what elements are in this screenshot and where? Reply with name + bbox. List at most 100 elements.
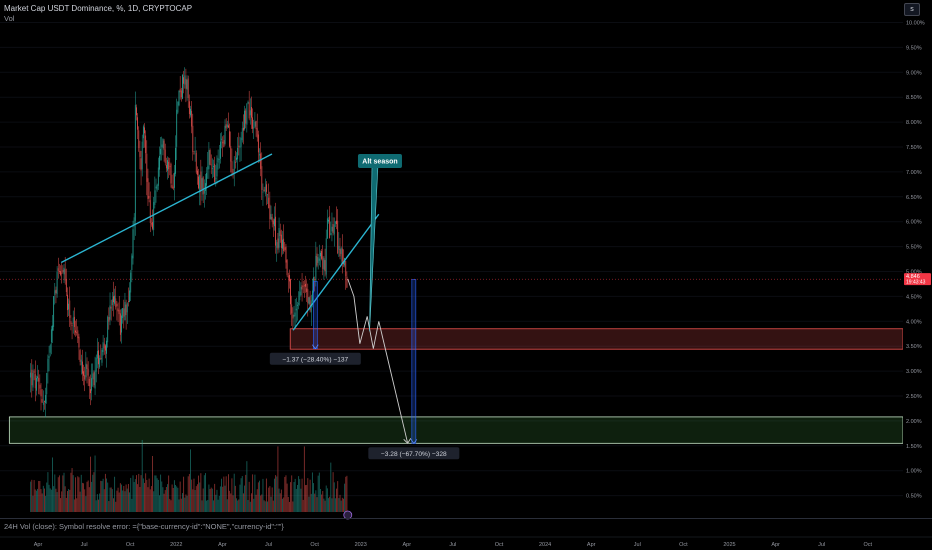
volume-bar	[148, 478, 150, 512]
candle-body	[129, 290, 130, 302]
candle-body	[136, 107, 137, 116]
candle-body	[160, 148, 162, 155]
candle-body	[317, 257, 319, 263]
volume-bar	[263, 500, 265, 512]
volume-bar	[159, 495, 160, 512]
volume-bar	[101, 481, 103, 512]
volume-bar	[340, 500, 342, 512]
candle-body	[37, 376, 38, 379]
candle-body	[218, 159, 220, 160]
candle-body	[118, 309, 120, 315]
volume-bar	[242, 493, 244, 512]
volume-bar	[206, 500, 208, 512]
candle-body	[140, 158, 142, 171]
volume-bar	[52, 457, 53, 512]
x-tick-label: Apr	[218, 542, 227, 548]
volume-bar	[198, 475, 200, 512]
volume-bar	[249, 501, 251, 512]
volume-bar	[201, 500, 203, 512]
candle-body	[38, 377, 40, 382]
trendline	[292, 213, 380, 331]
candle-body	[154, 190, 156, 205]
volume-bar	[64, 486, 66, 512]
volume-bar	[214, 483, 216, 512]
volume-bar	[200, 473, 202, 512]
candle-body	[337, 220, 339, 254]
candle-body	[192, 125, 194, 153]
volume-bar	[140, 475, 142, 512]
x-tick-label: Jul	[449, 542, 456, 548]
scale-button[interactable]: s	[904, 3, 920, 16]
volume-bar	[83, 483, 85, 512]
candle-body	[144, 127, 145, 134]
volume-group	[30, 439, 348, 512]
symbol-title[interactable]: Market Cap USDT Dominance, %, 1D, CRYPTO…	[4, 4, 193, 13]
volume-bar	[286, 483, 288, 512]
candle-body	[268, 197, 270, 208]
candle-body	[298, 303, 300, 305]
candle-body	[99, 357, 101, 368]
candle-body	[244, 110, 245, 130]
volume-bar	[110, 487, 112, 512]
candle-body	[269, 204, 271, 220]
candle-body	[228, 125, 229, 128]
candle-body	[275, 216, 277, 246]
x-tick-label: Jul	[818, 542, 825, 548]
volume-bar	[76, 498, 78, 512]
volume-bar	[209, 489, 211, 512]
candle-body	[137, 117, 139, 130]
volume-bar	[307, 478, 309, 512]
volume-bar	[265, 478, 267, 512]
x-tick-label: Oct	[864, 542, 873, 548]
candle-body	[200, 171, 202, 191]
candle-body	[335, 222, 336, 224]
alt-season-arrow	[369, 164, 379, 332]
volume-bar	[46, 482, 48, 512]
volume-bar	[195, 486, 197, 512]
candle-body	[329, 216, 331, 239]
candle-body	[42, 402, 44, 405]
volume-bar	[226, 499, 228, 512]
pane-separator[interactable]	[0, 518, 932, 519]
candle-body	[293, 315, 295, 317]
volume-bar	[96, 494, 98, 512]
candle-body	[65, 278, 67, 293]
candle-body	[70, 321, 72, 325]
y-tick-label: 1.50%	[906, 444, 922, 450]
measure-range	[313, 281, 318, 349]
candle-body	[134, 104, 136, 221]
candle-body	[231, 161, 233, 173]
volume-bar	[311, 472, 313, 512]
measure-label: −3.28 (−67.70%) −328	[381, 451, 447, 458]
volume-bar	[144, 482, 145, 512]
volume-bar	[252, 474, 254, 512]
measure-arrowhead	[410, 439, 418, 444]
candle-body	[193, 153, 195, 155]
volume-bar	[290, 482, 292, 512]
candle-body	[64, 269, 66, 281]
volume-bar	[132, 475, 134, 512]
volume-bar	[322, 491, 324, 512]
candle-body	[345, 260, 347, 277]
volume-bar	[115, 501, 117, 512]
candle-body	[321, 251, 323, 259]
volume-bar	[157, 479, 159, 512]
candle-body	[115, 298, 117, 308]
volume-bar	[251, 493, 252, 512]
candle-body	[47, 358, 49, 372]
volume-bar	[62, 475, 64, 512]
volume-bar	[170, 500, 172, 512]
candle-body	[243, 127, 244, 131]
candle-body	[294, 312, 296, 317]
x-tick-label: Apr	[403, 542, 412, 548]
candle-body	[246, 103, 248, 125]
candle-body	[259, 154, 260, 156]
volume-bar	[44, 488, 45, 512]
volume-bar	[320, 488, 321, 512]
volume-bar	[341, 497, 343, 512]
volume-bar	[325, 485, 327, 512]
volume-bar	[50, 489, 52, 512]
volume-bar	[210, 487, 212, 512]
candle-body	[267, 194, 268, 196]
